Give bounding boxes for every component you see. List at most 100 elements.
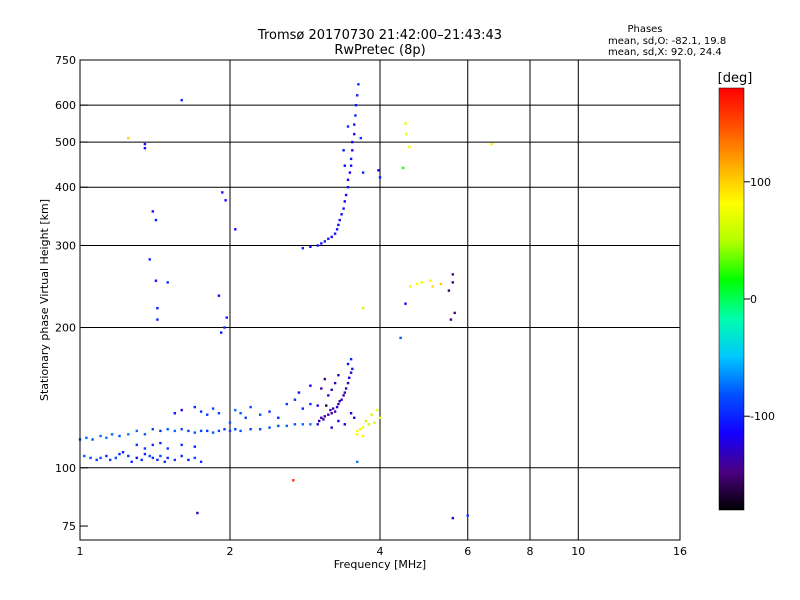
data-point <box>143 433 147 436</box>
data-point <box>234 228 237 231</box>
data-point <box>351 149 354 152</box>
data-point <box>217 412 221 415</box>
data-point <box>353 123 356 126</box>
data-point <box>148 258 151 261</box>
data-point <box>346 186 350 189</box>
data-point <box>151 428 154 431</box>
y-tick-label: 300 <box>55 239 76 252</box>
data-point <box>361 171 365 174</box>
data-point <box>361 307 365 310</box>
data-point <box>259 428 262 431</box>
data-point <box>356 94 359 97</box>
colorbar-tick-label: 100 <box>750 176 771 189</box>
data-point <box>353 132 356 136</box>
data-point <box>166 281 169 284</box>
x-tick-label: 6 <box>464 545 471 558</box>
data-point <box>490 142 493 146</box>
data-point <box>356 460 359 463</box>
data-point <box>349 164 353 167</box>
data-point <box>223 428 226 431</box>
data-point <box>118 452 121 456</box>
y-tick-label: 500 <box>55 136 76 149</box>
data-point <box>163 460 166 463</box>
data-point <box>234 428 237 431</box>
data-point <box>330 426 333 429</box>
data-point <box>451 273 454 276</box>
data-point <box>193 405 196 409</box>
data-point <box>225 316 228 319</box>
data-point <box>320 416 323 419</box>
data-point <box>151 443 154 447</box>
data-point <box>239 412 242 415</box>
data-point <box>199 460 203 463</box>
data-point <box>451 281 454 284</box>
data-point <box>121 451 125 454</box>
data-point <box>404 302 407 305</box>
data-point <box>151 456 154 460</box>
data-point <box>143 142 147 146</box>
data-point <box>180 454 183 458</box>
data-point <box>105 454 108 458</box>
data-point <box>268 410 271 413</box>
y-tick-label: 400 <box>55 181 76 194</box>
data-point <box>340 398 343 401</box>
data-point <box>277 424 280 428</box>
data-point <box>356 433 359 436</box>
data-point <box>156 307 159 310</box>
grid-lines <box>80 60 680 540</box>
data-point <box>166 447 169 450</box>
data-point <box>337 402 340 406</box>
data-point <box>217 294 221 297</box>
data-point <box>211 431 215 434</box>
data-point <box>346 178 350 181</box>
data-point <box>327 394 330 397</box>
data-point <box>239 429 242 433</box>
data-point <box>333 232 337 235</box>
data-point <box>159 454 162 458</box>
data-point <box>356 429 359 433</box>
data-points <box>78 83 493 520</box>
data-point <box>135 443 138 447</box>
data-point <box>353 416 356 419</box>
data-point <box>327 237 330 240</box>
data-point <box>351 140 354 144</box>
data-point <box>309 423 312 426</box>
data-point <box>234 408 237 412</box>
data-point <box>409 285 412 288</box>
data-point <box>89 456 92 460</box>
data-point <box>220 331 223 334</box>
x-tick-label: 16 <box>673 545 687 558</box>
data-point <box>359 136 362 140</box>
data-point <box>370 413 373 416</box>
data-point <box>309 245 312 248</box>
data-point <box>277 416 280 419</box>
data-point <box>297 391 301 394</box>
data-point <box>361 434 365 438</box>
data-point <box>301 247 304 250</box>
data-point <box>293 423 297 426</box>
data-point <box>199 410 203 413</box>
colorbar-tick-label: 0 <box>750 293 757 306</box>
data-point <box>285 402 288 406</box>
data-point <box>343 164 346 167</box>
data-point <box>342 394 345 397</box>
data-point <box>173 429 176 433</box>
data-point <box>364 419 368 423</box>
data-point <box>130 460 133 463</box>
data-point <box>156 458 159 462</box>
data-point <box>327 413 330 416</box>
data-point <box>338 218 341 222</box>
data-point <box>199 429 203 433</box>
data-point <box>359 428 362 431</box>
x-axis-label: Frequency [MHz] <box>334 558 426 571</box>
data-point <box>377 169 380 172</box>
data-point <box>180 428 183 431</box>
data-point <box>329 408 332 412</box>
data-point <box>187 458 190 462</box>
chart-subtitle: RwPretec (8p) <box>334 43 425 58</box>
data-point <box>228 421 232 424</box>
data-point <box>323 415 326 418</box>
data-point <box>335 228 339 231</box>
data-point <box>330 388 333 391</box>
data-point <box>344 387 348 390</box>
